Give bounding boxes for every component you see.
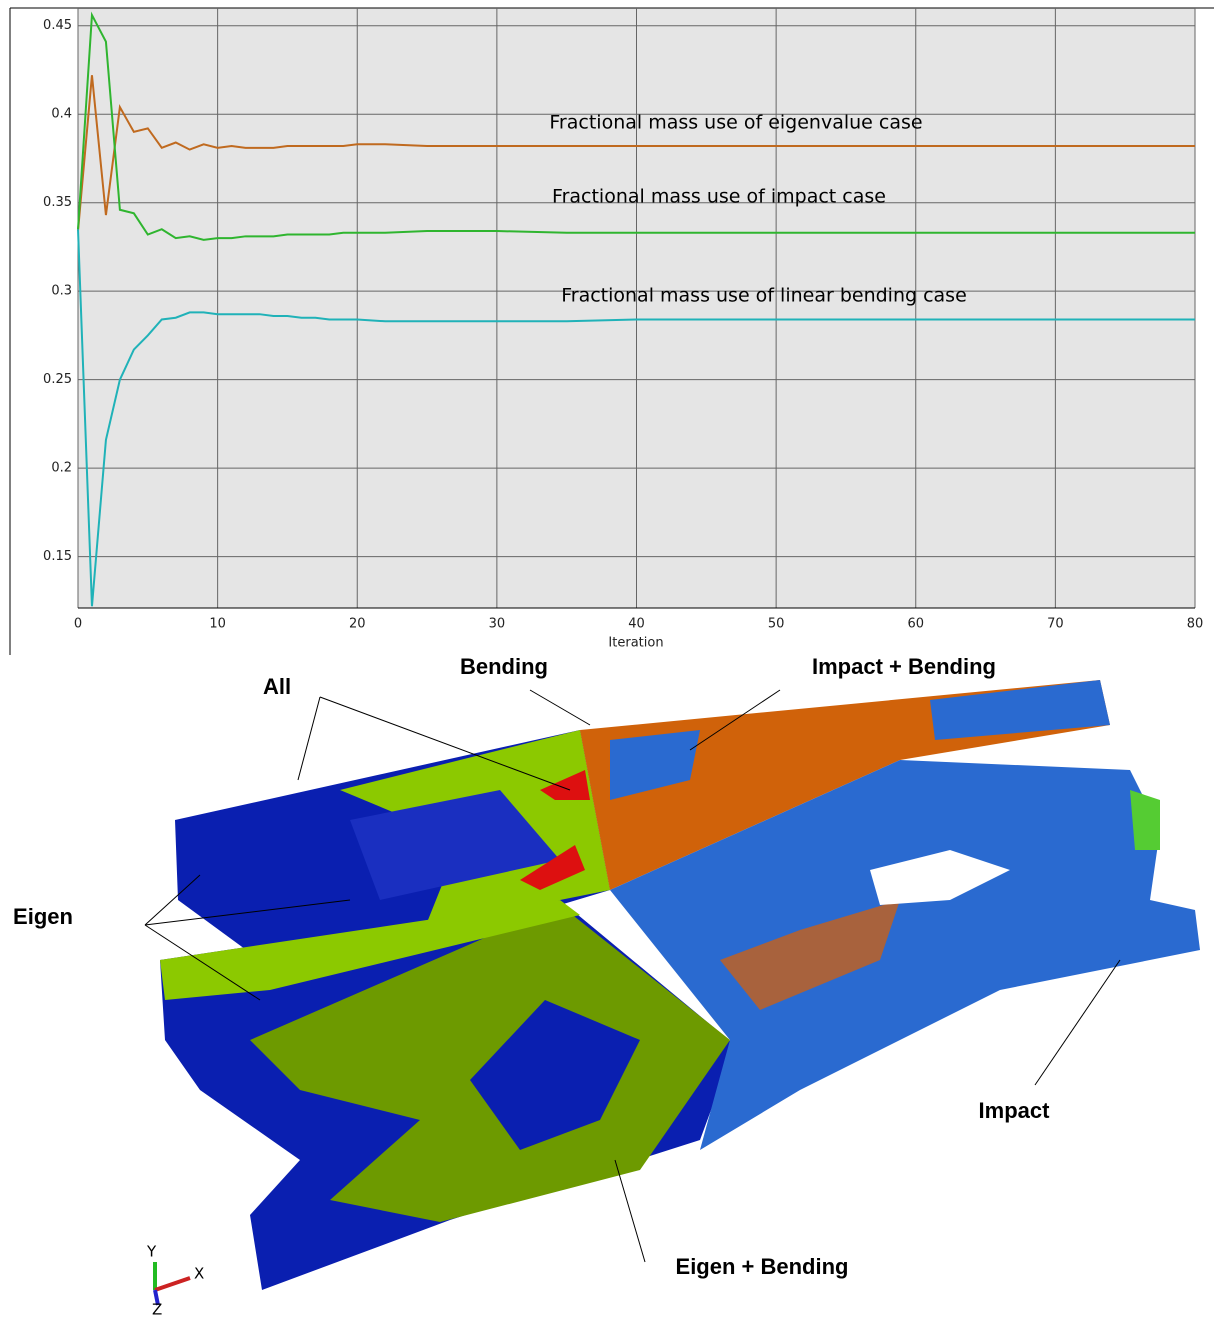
figure-label: Eigen — [13, 904, 73, 929]
x-tick-label: 70 — [1047, 617, 1064, 632]
y-tick-label: 0.3 — [51, 284, 72, 299]
x-tick-label: 80 — [1187, 617, 1204, 632]
x-axis-label: Iteration — [608, 636, 663, 651]
triad-label: Y — [146, 1243, 157, 1261]
y-tick-label: 0.15 — [43, 549, 72, 564]
triad-x — [155, 1278, 190, 1290]
axis-triad: Y X Z — [146, 1243, 204, 1319]
figure-label: Impact + Bending — [812, 654, 996, 679]
y-tick-label: 0.25 — [43, 372, 72, 387]
x-tick-label: 20 — [349, 617, 366, 632]
x-tick-label: 40 — [628, 617, 645, 632]
figure-label: Bending — [460, 654, 548, 679]
triad-label: Z — [152, 1301, 162, 1319]
figure-label: Impact — [979, 1098, 1051, 1123]
y-tick-label: 0.35 — [43, 195, 72, 210]
x-tick-label: 30 — [489, 617, 506, 632]
model-face — [1130, 790, 1160, 850]
series-label: Fractional mass use of eigenvalue case — [549, 112, 922, 134]
model-render — [160, 680, 1200, 1290]
x-tick-label: 0 — [74, 617, 82, 632]
triad-label: X — [194, 1265, 204, 1283]
x-tick-label: 50 — [768, 617, 785, 632]
x-tick-label: 60 — [907, 617, 924, 632]
series-label: Fractional mass use of linear bending ca… — [561, 285, 967, 307]
page: 0.15 0.2 0.25 0.3 0.35 0.4 0.45 0 10 20 30 40 50 60 70… — [0, 0, 1214, 1318]
y-tick-label: 0.4 — [51, 107, 72, 122]
figure-label: Eigen + Bending — [676, 1254, 849, 1279]
y-tick-label: 0.2 — [51, 461, 72, 476]
x-tick-label: 10 — [209, 617, 226, 632]
series-label: Fractional mass use of impact case — [552, 186, 886, 208]
figure-label: All — [263, 674, 291, 699]
y-tick-label: 0.45 — [43, 18, 72, 33]
